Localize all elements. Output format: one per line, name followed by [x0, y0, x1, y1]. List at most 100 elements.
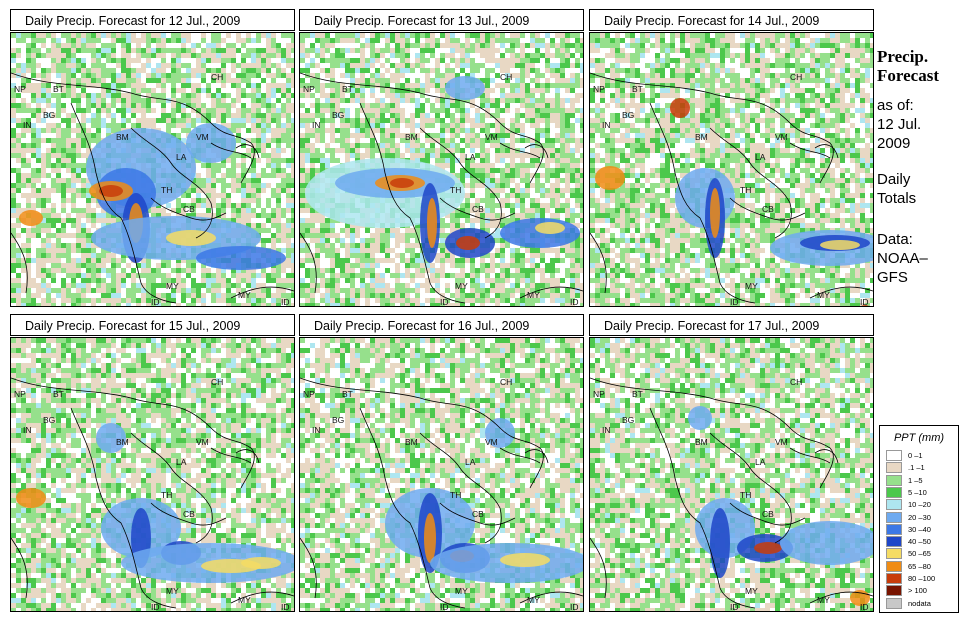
country-label: LA — [465, 457, 476, 467]
forecast-panel-6: Daily Precip. Forecast for 17 Jul., 2009… — [589, 314, 876, 612]
country-label: CH — [790, 377, 803, 387]
asof-label: as of: — [877, 97, 914, 114]
asof-date: 12 Jul. — [877, 116, 922, 133]
country-label: IN — [602, 120, 611, 130]
precip-map: NP BT IN BG CH BM VM LA TH CB MY MY ID ID — [299, 337, 584, 612]
country-label: ID — [570, 602, 579, 612]
legend: PPT (mm) 0 –1 .1 –1 1 –5 5 –10 10 –20 20 –30 3… — [879, 425, 959, 613]
panel-title: Daily Precip. Forecast for 12 Jul., 2009 — [10, 9, 295, 31]
legend-item: .1 –1 — [886, 462, 956, 474]
legend-item: 50 –65 — [886, 548, 956, 560]
country-label: CB — [762, 509, 774, 519]
country-label: LA — [176, 152, 187, 162]
country-label: ID — [151, 602, 160, 612]
country-label: TH — [740, 185, 752, 195]
country-label: MY — [817, 290, 830, 300]
panel-title: Daily Precip. Forecast for 16 Jul., 2009 — [299, 314, 584, 336]
country-label: BT — [342, 84, 353, 94]
country-label: IN — [23, 120, 32, 130]
country-label: LA — [755, 152, 766, 162]
country-label: ID — [281, 297, 290, 307]
side-title-line1: Precip. — [877, 47, 929, 66]
legend-swatch — [886, 597, 902, 609]
country-label: ID — [730, 297, 739, 307]
legend-swatch — [886, 573, 902, 584]
precip-map: NP BT IN BG CH BM VM LA TH CB MY MY ID ID — [10, 337, 295, 612]
country-label: CB — [183, 509, 195, 519]
legend-label: .1 –1 — [908, 463, 925, 473]
country-label: LA — [755, 457, 766, 467]
country-label: CH — [500, 72, 513, 82]
side-daily: Daily Totals — [877, 170, 916, 208]
country-label: CB — [472, 509, 484, 519]
country-label: VM — [775, 437, 788, 447]
country-label: NP — [593, 84, 605, 94]
forecast-panel-1: Daily Precip. Forecast for 12 Jul., 2009… — [10, 9, 297, 307]
asof-year: 2009 — [877, 135, 911, 152]
legend-label: 10 –20 — [908, 500, 931, 510]
country-label: BG — [622, 110, 635, 120]
country-label: MY — [817, 595, 830, 605]
country-label: CH — [790, 72, 803, 82]
country-label: IN — [602, 425, 611, 435]
legend-item: 20 –30 — [886, 511, 956, 523]
country-label: BM — [695, 437, 708, 447]
country-label: TH — [450, 490, 462, 500]
country-label: CB — [762, 204, 774, 214]
legend-label: 40 –50 — [908, 537, 931, 547]
panel-title: Daily Precip. Forecast for 13 Jul., 2009 — [299, 9, 584, 31]
data-source-2: GFS — [877, 269, 908, 286]
legend-item: 30 –40 — [886, 523, 956, 535]
country-label: CH — [211, 72, 224, 82]
side-title-line2: Forecast — [877, 66, 939, 85]
legend-swatch — [886, 560, 902, 572]
legend-swatch — [886, 511, 902, 523]
country-label: BT — [53, 84, 64, 94]
country-label: MY — [166, 586, 179, 596]
legend-label: 20 –30 — [908, 512, 931, 522]
country-label: ID — [440, 297, 449, 307]
legend-label: 50 –65 — [908, 549, 931, 559]
country-label: BM — [405, 437, 418, 447]
legend-swatch — [886, 548, 902, 560]
data-label: Data: — [877, 231, 913, 248]
country-label: ID — [860, 297, 869, 307]
country-label: TH — [450, 185, 462, 195]
country-label: BM — [695, 132, 708, 142]
forecast-panel-5: Daily Precip. Forecast for 16 Jul., 2009… — [299, 314, 586, 612]
legend-label: 5 –10 — [908, 487, 927, 497]
legend-swatch — [886, 462, 902, 474]
country-label: ID — [440, 602, 449, 612]
legend-swatch — [886, 523, 902, 535]
legend-item: 5 –10 — [886, 486, 956, 498]
country-label: VM — [775, 132, 788, 142]
legend-swatch — [886, 536, 902, 548]
country-label: MY — [166, 281, 179, 291]
country-label: ID — [730, 602, 739, 612]
forecast-panel-4: Daily Precip. Forecast for 15 Jul., 2009… — [10, 314, 297, 612]
legend-label: 1 –5 — [908, 475, 923, 485]
country-label: TH — [161, 185, 173, 195]
data-source-1: NOAA– — [877, 250, 928, 267]
legend-item: > 100 — [886, 585, 956, 597]
country-label: BT — [632, 84, 643, 94]
country-label: NP — [14, 84, 26, 94]
country-label: MY — [238, 595, 251, 605]
country-label: VM — [196, 132, 209, 142]
legend-item: 1 –5 — [886, 474, 956, 486]
legend-label: 0 –1 — [908, 451, 923, 460]
precip-map: NP BT IN BG CH BM VM LA TH CB MY MY ID ID — [589, 337, 874, 612]
daily-label: Daily — [877, 171, 911, 188]
legend-item: 0 –1 — [886, 450, 956, 461]
country-label: VM — [196, 437, 209, 447]
side-asof: as of: 12 Jul. 2009 — [877, 96, 921, 153]
country-label: TH — [161, 490, 173, 500]
country-label: ID — [860, 602, 869, 612]
country-label: CB — [472, 204, 484, 214]
country-label: VM — [485, 437, 498, 447]
country-label: LA — [176, 457, 187, 467]
forecast-panel-3: Daily Precip. Forecast for 14 Jul., 2009… — [589, 9, 876, 307]
legend-swatch — [886, 499, 902, 511]
country-label: NP — [593, 389, 605, 399]
legend-label: 65 –80 — [908, 561, 931, 571]
